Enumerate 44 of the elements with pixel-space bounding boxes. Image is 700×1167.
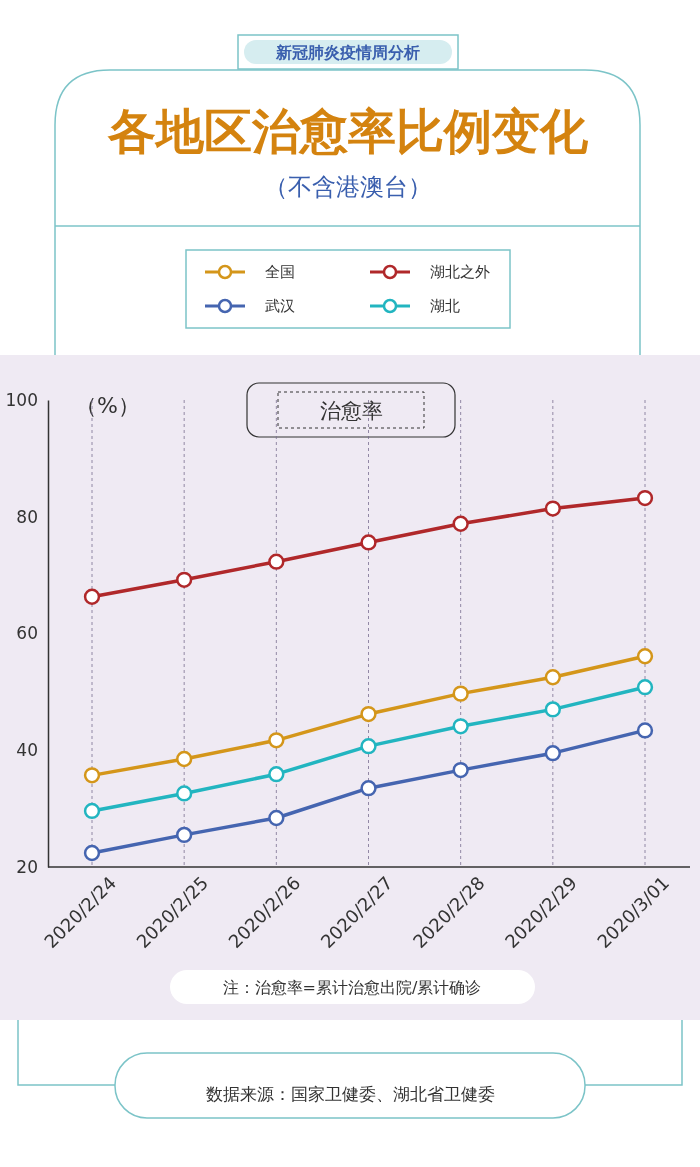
point [544, 500, 561, 517]
chart-title: 各地区治愈率比例变化 [107, 103, 589, 159]
point [83, 802, 101, 820]
point [544, 701, 561, 718]
point [452, 761, 469, 779]
point [268, 732, 285, 749]
point [452, 685, 469, 702]
point [268, 553, 285, 570]
point [176, 826, 193, 844]
y-axis-title: （%） [75, 393, 140, 418]
legend-label: 武汉 [265, 297, 295, 315]
point [360, 780, 377, 797]
y-tick-label: 80 [16, 506, 38, 527]
text: 新冠肺炎疫情周分析 [275, 43, 420, 62]
y-tick-label: 100 [5, 389, 38, 410]
y-tick-label: 60 [16, 623, 38, 644]
point [83, 844, 101, 862]
point [544, 669, 561, 686]
legend-label: 全国 [265, 263, 295, 281]
point [268, 809, 285, 827]
annotation: 治愈率 [319, 399, 383, 423]
point [452, 718, 469, 735]
point [360, 534, 377, 551]
point [176, 571, 193, 588]
point [83, 767, 101, 784]
point [636, 679, 654, 696]
point [176, 750, 193, 768]
point [83, 588, 101, 605]
point [268, 766, 285, 783]
legend-label: 湖北 [430, 297, 460, 315]
source-note: 数据来源：国家卫健委、湖北省卫健委 [205, 1084, 495, 1104]
y-tick-label: 40 [16, 740, 38, 761]
point [452, 515, 469, 532]
text: 注：治愈率=累计治愈出院/累计确诊 [222, 978, 482, 997]
chart-subtitle: （不含港澳台） [264, 173, 432, 201]
point [360, 705, 377, 723]
y-tick-label: 20 [16, 856, 38, 877]
point [360, 738, 377, 755]
point [176, 785, 193, 802]
point [636, 648, 654, 665]
point [636, 722, 654, 739]
legend-label: 湖北之外 [430, 263, 490, 281]
point [636, 489, 654, 507]
point [544, 745, 561, 762]
